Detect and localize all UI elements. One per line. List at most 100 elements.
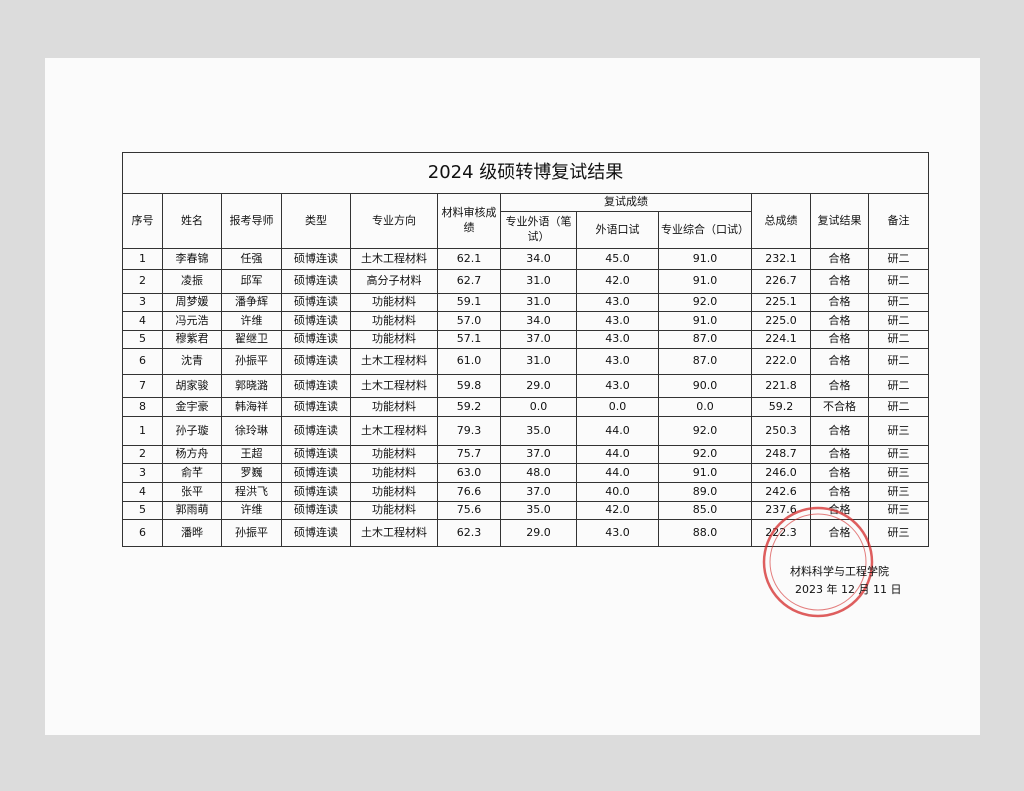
footer-date: 2023 年 12 月 11 日 (795, 583, 902, 596)
table-cell: 功能材料 (350, 445, 438, 464)
header-cell: 报考导师 (221, 193, 282, 249)
table-cell: 62.3 (437, 519, 501, 547)
table-cell: 44.0 (576, 463, 659, 483)
table-cell: 潘晔 (162, 519, 222, 547)
table-row: 7 胡家骏 郭晓潞 硕博连读 土木工程材料 59.8 29.0 43.0 90.0 221.8 合格… (122, 374, 930, 398)
table-row: 5 穆紫君 翟继卫 硕博连读 功能材料 57.1 37.0 43.0 87.0 224.1 合格 研二 (122, 330, 930, 349)
header-cell: 复试成绩 (500, 193, 752, 212)
table-cell: 研三 (867, 445, 930, 464)
table-cell: 43.0 (576, 330, 659, 349)
table-cell: 91.0 (658, 311, 752, 331)
table-cell: 44.0 (576, 445, 659, 464)
table-cell: 61.0 (437, 348, 501, 375)
table-cell: 杨方舟 (162, 445, 222, 464)
table-cell: 43.0 (576, 311, 659, 331)
table-cell: 不合格 (810, 397, 869, 417)
table-cell: 孙振平 (221, 519, 282, 547)
table-cell: 29.0 (500, 374, 577, 398)
table-cell: 研二 (867, 248, 930, 270)
table-cell: 研二 (867, 269, 930, 294)
table-cell: 0.0 (500, 397, 577, 417)
table-row: 1 孙子璇 徐玲琳 硕博连读 土木工程材料 79.3 35.0 44.0 92.0 250.3 合格… (122, 416, 930, 446)
table-body: 1 李春锦 任强 硕博连读 土木工程材料 62.1 34.0 45.0 91.0 232.1 合格研… (122, 248, 930, 547)
table-cell: 合格 (810, 463, 869, 483)
table-cell: 62.1 (437, 248, 501, 270)
table-cell: 合格 (810, 330, 869, 349)
table-row: 8 金宇豪 韩海祥 硕博连读 功能材料 59.2 0.0 0.0 0.0 59.2 不合格 研二 (122, 397, 930, 417)
table-cell: 44.0 (576, 416, 659, 446)
table-cell: 硕博连读 (281, 374, 351, 398)
table-cell: 许维 (221, 311, 282, 331)
table-cell: 91.0 (658, 248, 752, 270)
table-cell: 土木工程材料 (350, 416, 438, 446)
table-cell: 功能材料 (350, 293, 438, 312)
table-cell: 4 (122, 311, 163, 331)
table-cell: 合格 (810, 519, 869, 547)
table-cell: 35.0 (500, 501, 577, 520)
table-cell: 75.7 (437, 445, 501, 464)
table-cell: 合格 (810, 445, 869, 464)
table-cell: 34.0 (500, 311, 577, 331)
table-cell: 34.0 (500, 248, 577, 270)
header-cell: 备注 (867, 193, 930, 249)
table-cell: 1 (122, 248, 163, 270)
table-cell: 91.0 (658, 269, 752, 294)
table-cell: 76.6 (437, 482, 501, 502)
table-cell: 研三 (867, 482, 930, 502)
header-cell: 姓名 (162, 193, 222, 249)
table-cell: 37.0 (500, 330, 577, 349)
table-cell: 45.0 (576, 248, 659, 270)
table-cell: 合格 (810, 348, 869, 375)
table-cell: 225.1 (751, 293, 811, 312)
header-cell: 总成绩 (751, 193, 811, 249)
header-cell: 专业综合（口试） (658, 211, 752, 249)
table-cell: 研三 (867, 463, 930, 483)
table-cell: 87.0 (658, 330, 752, 349)
table-cell: 功能材料 (350, 501, 438, 520)
table-cell: 222.3 (751, 519, 811, 547)
table-row: 2 凌振 邱军 硕博连读 高分子材料 62.7 31.0 42.0 91.0 226.7 合格 研二 (122, 269, 930, 294)
table-cell: 研二 (867, 348, 930, 375)
table-cell: 92.0 (658, 416, 752, 446)
table-cell: 63.0 (437, 463, 501, 483)
table-cell: 88.0 (658, 519, 752, 547)
table-cell: 程洪飞 (221, 482, 282, 502)
table-cell: 郭晓潞 (221, 374, 282, 398)
table-cell: 硕博连读 (281, 248, 351, 270)
table-cell: 62.7 (437, 269, 501, 294)
table-cell: 222.0 (751, 348, 811, 375)
table-cell: 226.7 (751, 269, 811, 294)
table-cell: 韩海祥 (221, 397, 282, 417)
table-row: 4 冯元浩 许维 硕博连读 功能材料 57.0 34.0 43.0 91.0 225.0 合格 研二 (122, 311, 930, 331)
table-cell: 250.3 (751, 416, 811, 446)
table-cell: 合格 (810, 311, 869, 331)
table-cell: 79.3 (437, 416, 501, 446)
table-cell: 232.1 (751, 248, 811, 270)
table-cell: 潘争辉 (221, 293, 282, 312)
table-cell: 研三 (867, 416, 930, 446)
table-cell: 91.0 (658, 463, 752, 483)
table-cell: 王超 (221, 445, 282, 464)
table-cell: 59.2 (437, 397, 501, 417)
table-cell: 1 (122, 416, 163, 446)
table-cell: 92.0 (658, 445, 752, 464)
table-cell: 硕博连读 (281, 397, 351, 417)
table-cell: 俞芊 (162, 463, 222, 483)
table-cell: 孙振平 (221, 348, 282, 375)
table-cell: 土木工程材料 (350, 248, 438, 270)
table-cell: 90.0 (658, 374, 752, 398)
table-cell: 功能材料 (350, 463, 438, 483)
table-cell: 研二 (867, 397, 930, 417)
table-cell: 57.0 (437, 311, 501, 331)
table-cell: 合格 (810, 293, 869, 312)
table-row: 6 潘晔 孙振平 硕博连读 土木工程材料 62.3 29.0 43.0 88.0 222.3 合格研… (122, 519, 930, 547)
table-cell: 59.2 (751, 397, 811, 417)
header-cell: 类型 (281, 193, 351, 249)
table-cell: 0.0 (576, 397, 659, 417)
table-cell: 功能材料 (350, 482, 438, 502)
table-cell: 35.0 (500, 416, 577, 446)
table-cell: 罗巍 (221, 463, 282, 483)
table-cell: 硕博连读 (281, 311, 351, 331)
table-cell: 2 (122, 269, 163, 294)
